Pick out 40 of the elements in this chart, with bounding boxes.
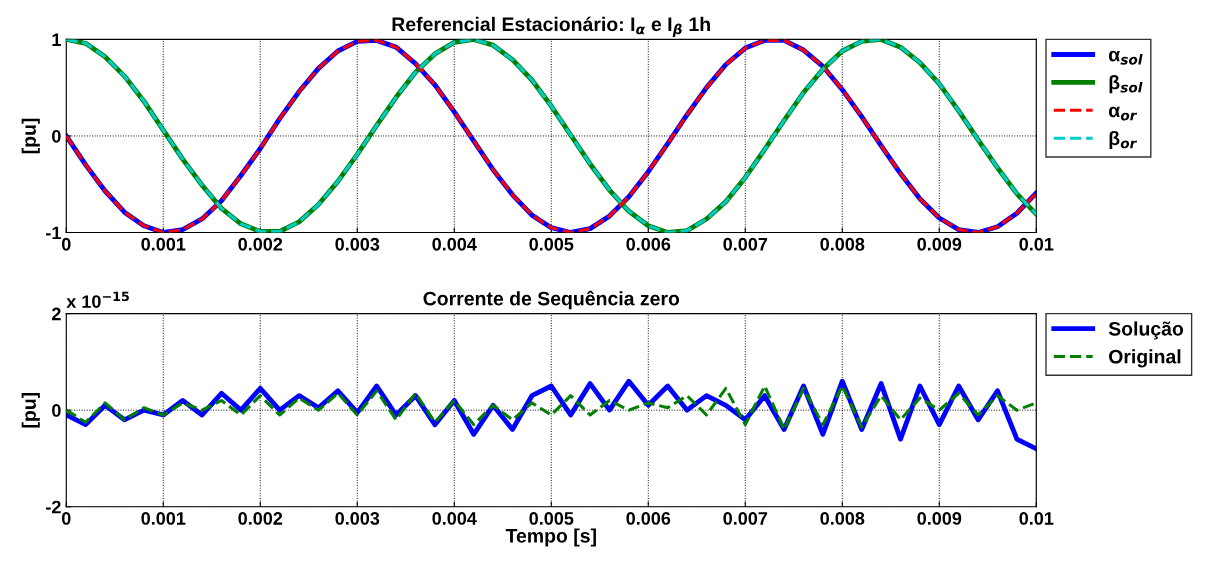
x-tick-label: 0.007 xyxy=(723,237,768,251)
y-axis-title: [pu] xyxy=(21,118,40,154)
x-tick-label: 0.008 xyxy=(820,237,865,251)
y-tick-label: -2 xyxy=(46,500,61,514)
x-tick-label: 0.009 xyxy=(917,237,962,251)
legend-label: Solução xyxy=(1108,321,1184,340)
x-tick-label: 0.005 xyxy=(529,512,574,525)
legend-label: α$_{sol}$ xyxy=(1108,50,1143,65)
x-tick-label: 0.003 xyxy=(335,237,380,251)
x-tick-label: 0.003 xyxy=(335,512,380,525)
x-tick-label: 0.001 xyxy=(141,512,186,525)
x-tick-label: 0.006 xyxy=(626,237,671,251)
x-tick-label: 0.005 xyxy=(529,237,574,251)
y-tick-label: -1 xyxy=(46,226,61,240)
legend-label: Original xyxy=(1109,349,1181,368)
x-axis-title: Tempo [s] xyxy=(505,528,596,547)
x-tick-label: 0.006 xyxy=(626,512,671,525)
y-tick-label: 0 xyxy=(52,129,61,143)
x-tick-label: 0.01 xyxy=(1019,237,1054,251)
y-axis-title: [pu] xyxy=(21,392,40,428)
x-tick-label: 0.002 xyxy=(238,237,283,251)
x-tick-label: 0 xyxy=(61,237,71,251)
x-tick-label: 0.009 xyxy=(917,512,962,525)
y-tick-label: 0 xyxy=(52,404,61,417)
legend-label: α$_{or}$ xyxy=(1108,106,1138,121)
text: x 10$^{−15}$ xyxy=(66,291,129,308)
x-tick-label: 0.002 xyxy=(238,512,283,525)
chart-title: Referencial Estacionário: I$_{α}$ e I$_{β}$ 1h xyxy=(392,16,710,37)
x-tick-label: 0.007 xyxy=(723,512,768,525)
x-tick-label: 0.008 xyxy=(820,512,865,525)
y-tick-label: 1 xyxy=(52,33,61,46)
x-tick-label: 0 xyxy=(61,512,71,525)
x-tick-label: 0.001 xyxy=(141,237,186,251)
x-tick-label: 0.004 xyxy=(432,237,477,251)
legend-label: β$_{or}$ xyxy=(1109,130,1138,150)
chart-title: Corrente de Sequência zero xyxy=(423,290,680,310)
legend-label: β$_{sol}$ xyxy=(1109,75,1143,94)
x-tick-label: 0.004 xyxy=(432,512,477,525)
x-tick-label: 0.01 xyxy=(1019,512,1054,525)
y-tick-label: 2 xyxy=(52,307,61,321)
